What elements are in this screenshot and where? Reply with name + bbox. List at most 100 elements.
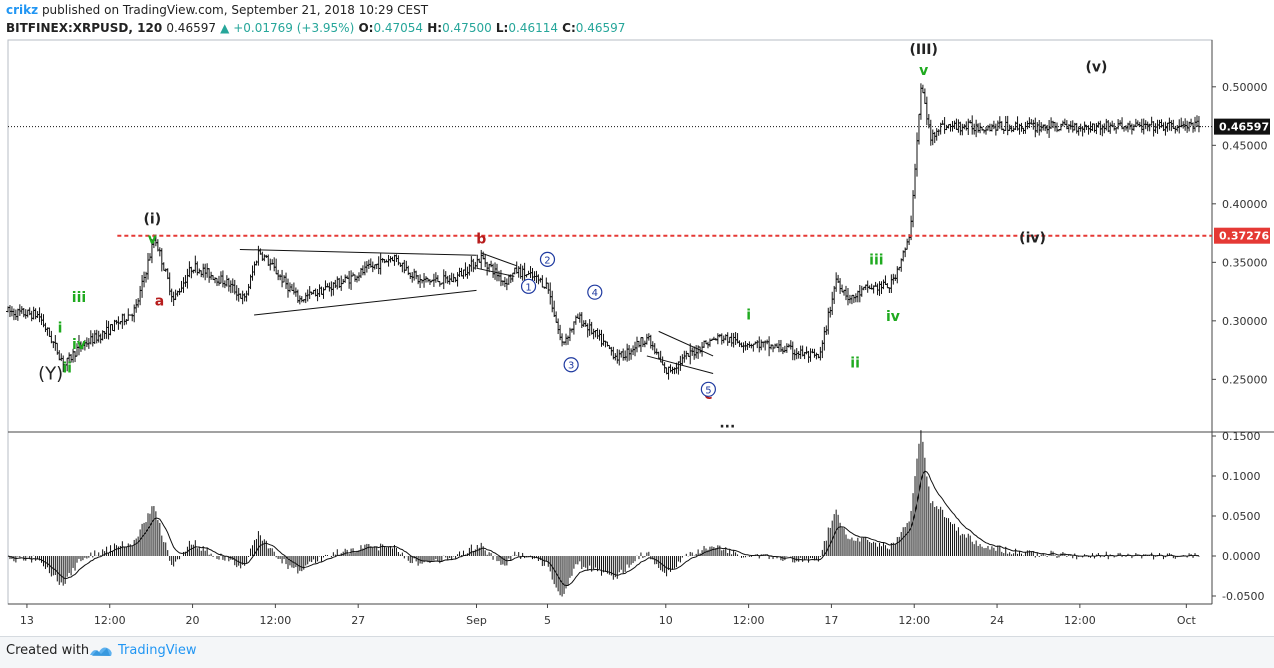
price-bar — [227, 278, 231, 292]
price-bar — [751, 344, 755, 352]
oscillator-panel — [8, 430, 1199, 596]
price-bar — [434, 272, 438, 283]
price-bar — [515, 261, 519, 273]
price-bar — [219, 271, 223, 283]
price-bar — [266, 255, 270, 266]
wave-label: iv — [886, 309, 900, 325]
price-bar — [357, 272, 361, 281]
price-bar — [223, 280, 227, 288]
price-bar — [889, 274, 893, 293]
price-bar — [199, 270, 203, 277]
price-bar — [682, 351, 686, 363]
price-bar — [1021, 128, 1025, 134]
chart-canvas[interactable]: 0.500000.450000.400000.350000.300000.250… — [0, 0, 1274, 636]
price-bar — [818, 347, 822, 361]
price-bar — [655, 348, 659, 354]
price-bar — [111, 324, 115, 330]
price-bar — [773, 344, 777, 349]
price-bar — [205, 263, 209, 278]
price-bar — [708, 338, 712, 346]
price-bar — [986, 125, 990, 131]
price-bar — [201, 264, 205, 278]
price-bar — [353, 275, 357, 282]
price-bar — [588, 319, 592, 336]
price-bar — [503, 277, 507, 287]
price-bar — [996, 121, 1000, 131]
wave-label: a — [155, 294, 164, 310]
price-bar — [235, 285, 239, 300]
price-bar — [1163, 122, 1167, 136]
price-bar — [933, 132, 937, 143]
price-bar — [978, 123, 982, 133]
price-bar — [335, 276, 339, 289]
price-tick-label: 0.40000 — [1222, 198, 1268, 211]
price-bar — [491, 264, 495, 278]
trend-lines — [240, 249, 713, 373]
price-bar — [1175, 125, 1179, 132]
price-bar — [1140, 119, 1144, 133]
time-tick-label: 17 — [824, 614, 838, 627]
trend-line — [240, 249, 477, 255]
price-bar — [1085, 125, 1089, 130]
price-bar — [416, 275, 420, 284]
price-bar — [254, 261, 258, 266]
tradingview-brand-link[interactable]: TradingView — [118, 643, 197, 658]
price-bar — [408, 273, 412, 279]
price-bar — [635, 337, 639, 353]
price-bar — [586, 323, 590, 337]
price-bar — [475, 255, 479, 268]
price-bar — [1189, 119, 1193, 126]
price-bar — [251, 265, 255, 280]
price-tick-label: 0.30000 — [1222, 315, 1268, 328]
price-bar — [976, 123, 980, 132]
wave-label: (III) — [909, 42, 937, 58]
wave-label: iii — [869, 253, 883, 269]
price-bar — [323, 280, 327, 289]
price-bar — [381, 258, 385, 263]
price-bar — [726, 332, 730, 346]
time-tick-label: 10 — [659, 614, 673, 627]
price-bar — [536, 274, 540, 284]
price-bar — [960, 124, 964, 135]
price-bar — [282, 275, 286, 282]
price-bar — [700, 342, 704, 357]
price-bar — [548, 282, 552, 304]
price-bar — [927, 114, 931, 128]
price-bar — [479, 250, 483, 269]
price-bar — [905, 239, 909, 250]
price-bar — [1152, 121, 1156, 136]
price-bar — [217, 276, 221, 286]
price-bar — [590, 322, 594, 335]
price-bar — [404, 261, 408, 271]
price-bar — [885, 283, 889, 288]
price-bar — [830, 292, 834, 315]
wave-label: i — [58, 321, 63, 337]
price-bar — [1191, 122, 1195, 132]
price-bar — [759, 340, 763, 351]
price-bar — [643, 341, 647, 348]
price-bar — [929, 120, 933, 146]
price-bar — [949, 124, 953, 132]
price-bar — [320, 287, 324, 295]
tradingview-logo-icon[interactable] — [88, 643, 114, 661]
price-bar — [458, 268, 462, 277]
price-bar — [523, 263, 527, 281]
price-bar — [891, 274, 895, 285]
price-bar — [578, 312, 582, 322]
price-bar — [185, 269, 189, 289]
time-tick-label: 12:00 — [1064, 614, 1096, 627]
wave-label: ... — [719, 415, 735, 431]
price-bar — [34, 308, 38, 319]
price-bar — [237, 288, 241, 302]
price-bar — [412, 269, 416, 281]
price-bar — [826, 308, 830, 335]
price-bar — [834, 272, 838, 292]
price-axis[interactable]: 0.500000.450000.400000.350000.300000.250… — [1212, 81, 1270, 387]
price-bar — [639, 337, 643, 352]
price-bar — [333, 280, 337, 288]
price-bar — [923, 88, 927, 103]
price-bar — [189, 267, 193, 279]
price-bar — [546, 283, 550, 294]
